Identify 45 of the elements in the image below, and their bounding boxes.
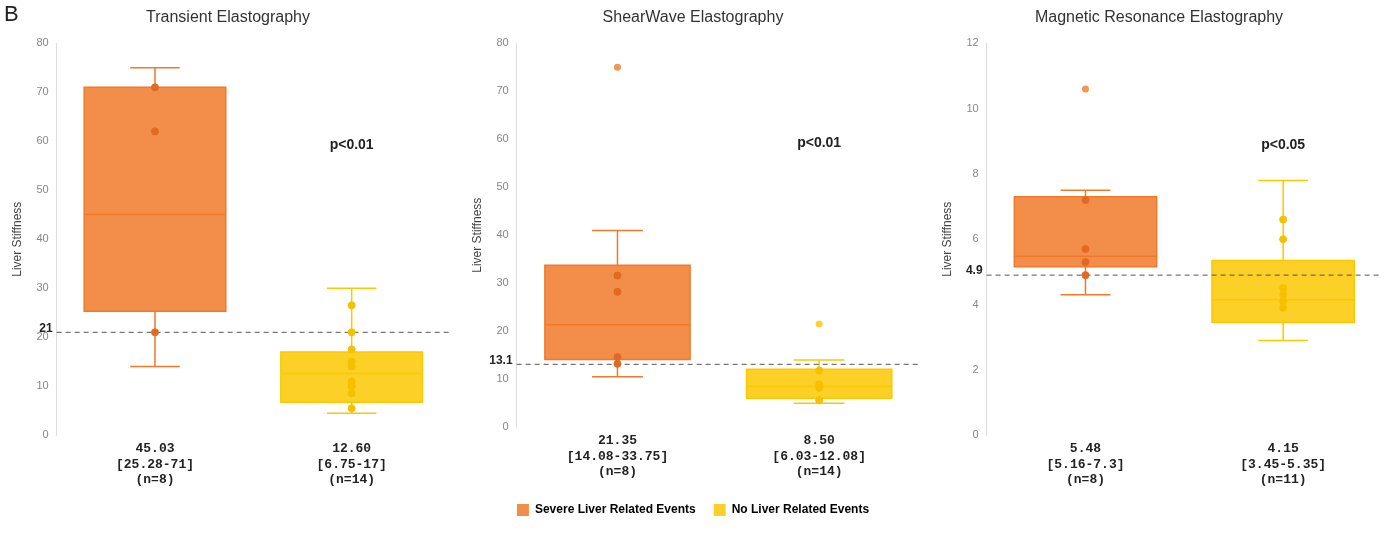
y-tick-label: 20 [496,324,509,337]
x-tick-label: 12.60 [6.75-17] (n=14) [316,441,387,488]
y-tick-label: 60 [496,132,509,145]
ref-line-label: 4.9 [965,263,983,278]
y-tick-label: 30 [36,281,49,294]
y-tick-label: 50 [496,180,509,193]
annotation: p<0.01 [797,133,842,150]
ref-line-label: 13.1 [489,352,513,367]
legend-label: No Liver Related Events [731,502,870,517]
y-tick-label: 8 [972,166,979,179]
x-tick-label: 21.35 [14.08-33.75] (n=8) [566,433,669,480]
y-tick-label: 12 [966,36,979,49]
chart-title: Magnetic Resonance Elastography [1034,8,1284,26]
y-tick-label: 40 [36,232,49,245]
y-tick-label: 4 [972,297,979,310]
y-tick-label: 70 [496,84,509,97]
y-axis-title: Liver Stiffness [9,201,24,277]
chart-title: Transient Elastography [146,8,310,26]
y-tick-label: 10 [496,372,509,385]
y-tick-label: 70 [36,85,49,98]
chart-title: ShearWave Elastography [602,8,784,26]
y-tick-label: 40 [496,228,509,241]
annotation: p<0.01 [329,135,374,152]
annotation: p<0.05 [1261,135,1306,152]
y-tick-label: 0 [502,420,509,433]
legend-label: Severe Liver Related Events [534,502,697,517]
y-axis-title: Liver Stiffness [469,197,484,273]
y-tick-label: 80 [496,36,509,49]
y-tick-label: 50 [36,183,49,196]
y-axis-title: Liver Stiffness [939,201,954,277]
y-tick-label: 80 [36,36,49,49]
y-tick-label: 0 [972,428,979,441]
y-tick-label: 10 [966,101,979,114]
y-tick-label: 6 [972,232,979,245]
y-tick-label: 10 [36,379,49,392]
x-tick-label: 45.03 [25.28-71] (n=8) [115,441,194,488]
y-tick-label: 30 [496,276,509,289]
x-tick-label: 5.48 [5.16-7.3] (n=8) [1046,441,1125,488]
y-tick-label: 20 [36,330,49,343]
x-tick-label: 4.15 [3.45-5.35] (n=11) [1240,441,1327,488]
text: B [4,1,19,27]
y-tick-label: 60 [36,134,49,147]
x-tick-label: 8.50 [6.03-12.08] (n=14) [772,433,866,480]
y-tick-label: 2 [972,362,979,375]
y-tick-label: 0 [42,428,49,441]
